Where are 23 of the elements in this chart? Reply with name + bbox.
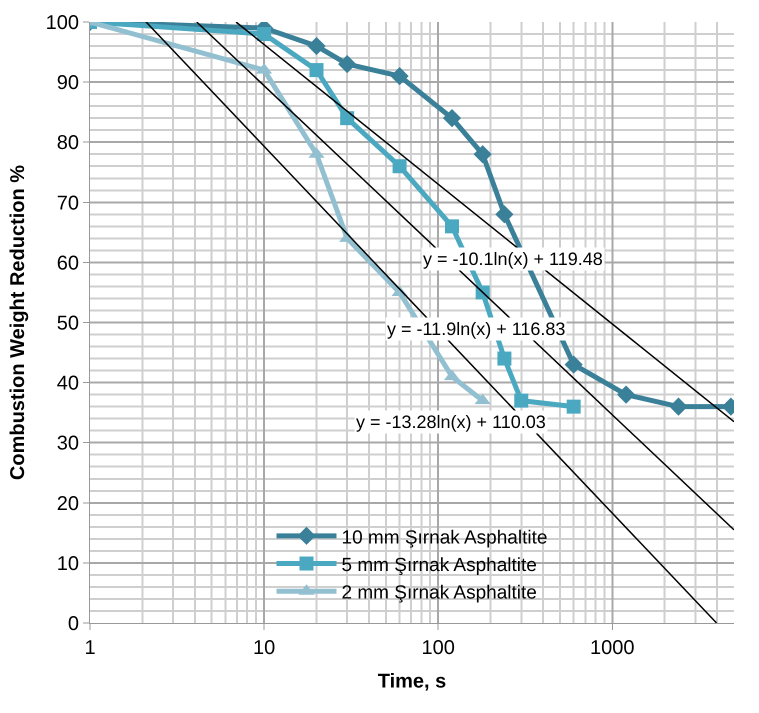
y-tick-label: 60 — [56, 252, 79, 274]
annotation: y = -10.1ln(x) + 119.48 — [423, 249, 603, 269]
x-axis-title: Time, s — [378, 670, 446, 692]
y-tick-label: 80 — [56, 132, 79, 154]
y-tick-label: 0 — [68, 613, 79, 635]
y-tick-label: 100 — [46, 12, 79, 34]
legend-label: 10 mm Şırnak Asphaltite — [342, 527, 548, 548]
annotation: y = -11.9ln(x) + 116.83 — [387, 319, 566, 339]
y-tick-label: 10 — [56, 552, 79, 575]
y-axis-title: Combustion Weight Reduction % — [7, 164, 30, 480]
x-tick-label: 1000 — [590, 637, 635, 659]
annotation: y = -13.28ln(x) + 110.03 — [356, 412, 546, 432]
x-tick-label: 100 — [422, 637, 455, 659]
y-tick-label: 70 — [56, 192, 79, 214]
x-tick-label: 10 — [252, 637, 276, 659]
y-tick-label: 20 — [56, 492, 79, 515]
y-tick-label: 90 — [56, 72, 79, 94]
y-tick-label: 40 — [56, 372, 79, 395]
y-tick-label: 50 — [56, 312, 79, 334]
legend-label: 2 mm Şırnak Asphaltite — [342, 582, 537, 604]
x-tick-label: 1 — [84, 637, 96, 659]
y-tick-label: 30 — [56, 432, 79, 455]
legend-label: 5 mm Şırnak Asphaltite — [342, 554, 537, 576]
